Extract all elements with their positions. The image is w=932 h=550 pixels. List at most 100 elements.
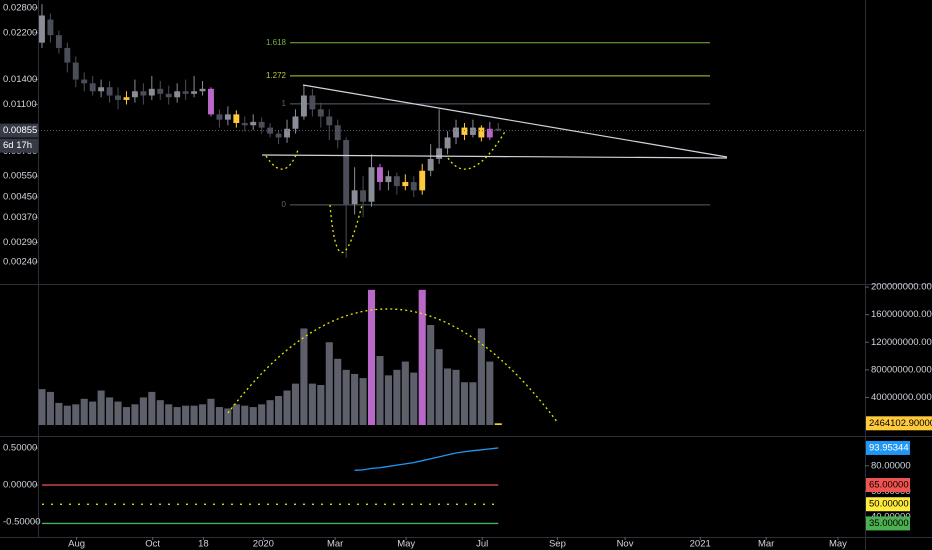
drawings — [227, 84, 728, 424]
candle-body — [334, 125, 341, 141]
volume-bar — [55, 402, 63, 425]
label-box — [866, 478, 910, 493]
y-tick-label: 0.00550 — [3, 171, 37, 182]
price-label: 93.95344 — [869, 442, 909, 453]
candle-body — [182, 91, 189, 94]
y-tick-label: 0.01400 — [3, 74, 37, 85]
candle-body — [241, 122, 248, 126]
neckline — [261, 154, 728, 159]
candle-body — [495, 128, 502, 131]
candle-body — [309, 95, 316, 110]
candle-body — [478, 127, 485, 138]
volume-bar — [384, 375, 392, 425]
volume-bar — [80, 398, 88, 425]
shoulder-curve — [447, 129, 507, 170]
volume-bar — [342, 369, 350, 425]
candle-body — [224, 114, 231, 120]
candle-body — [157, 88, 164, 94]
candle-body — [55, 35, 62, 48]
shoulder-curve — [265, 149, 299, 170]
candle-body — [81, 79, 88, 84]
candle-body — [393, 176, 400, 187]
x-tick-label: Oct — [145, 539, 160, 550]
volume-bar — [444, 368, 452, 425]
volume-bar — [393, 369, 401, 425]
candle-body — [326, 116, 333, 126]
volume-bar — [401, 361, 409, 425]
fib-label: 1.618 — [266, 38, 287, 47]
label-box — [0, 138, 38, 153]
price-label: 50.00000 — [869, 499, 909, 510]
label-box — [866, 416, 932, 431]
volume-bar — [241, 405, 249, 425]
y-tick-label: 0.00450 — [3, 192, 37, 203]
volume-bar — [122, 407, 131, 425]
candle-body — [461, 127, 468, 135]
candle-body — [174, 91, 181, 98]
y-tick-label: 0.02200 — [3, 27, 37, 38]
candle-body — [258, 121, 265, 128]
candle-body — [436, 148, 443, 159]
volume-bar — [46, 391, 54, 425]
label-box — [866, 440, 910, 455]
candle-body — [199, 88, 206, 92]
x-tick-label: Sep — [549, 539, 566, 550]
trend-line — [302, 84, 728, 158]
volume-bar — [359, 378, 367, 425]
volume-bar — [215, 407, 223, 425]
volume-bar — [38, 389, 46, 425]
y-tick-label: 0.00370 — [3, 212, 37, 223]
volume-arc — [227, 308, 559, 424]
volume-bar — [469, 382, 477, 425]
candle-body — [191, 91, 198, 94]
y-tick-label: 160000000.00000 — [871, 309, 932, 320]
x-tick-label: May — [397, 539, 415, 550]
price-label: 6d 17h — [3, 140, 32, 151]
x-tick-label: Mar — [327, 539, 343, 550]
volume-bar — [97, 390, 105, 425]
volume-bar — [224, 408, 232, 425]
candle-body — [284, 128, 290, 138]
volume-bar — [376, 356, 384, 425]
label-box — [0, 123, 38, 138]
candle-body — [351, 190, 358, 205]
volume-bar — [106, 397, 114, 425]
y-tick-label: 0.50000 — [3, 443, 37, 454]
candle-body — [208, 88, 214, 115]
head-curve — [329, 204, 363, 254]
volume-bar — [114, 401, 122, 425]
candle-body — [89, 83, 96, 92]
volume-bar — [182, 405, 190, 425]
y-tick-label: 0.00000 — [3, 480, 37, 491]
y-tick-label: 0.02800 — [3, 2, 37, 13]
volume-bar — [72, 404, 80, 425]
x-tick-label: Mar — [758, 539, 774, 550]
label-box — [866, 516, 910, 531]
candle-body — [402, 182, 409, 187]
fib-label: 1.272 — [266, 71, 287, 80]
candle-body — [360, 190, 367, 202]
candle-body — [368, 167, 375, 202]
candle-body — [377, 167, 383, 183]
candle-body — [72, 62, 79, 80]
candle-body — [250, 121, 257, 126]
volume-bar — [452, 369, 460, 425]
volume-bar — [207, 398, 215, 425]
volume-bar — [165, 404, 173, 425]
candle-body — [39, 15, 45, 43]
candle-body — [486, 128, 493, 138]
candle-body — [216, 114, 223, 120]
x-tick-label: Aug — [68, 539, 85, 550]
x-tick-label: Nov — [617, 539, 634, 550]
volume-bar — [334, 358, 342, 425]
candle-body — [419, 170, 426, 191]
volume-bar — [275, 396, 283, 425]
fib-label: 0 — [282, 200, 287, 209]
fib-label: 1 — [282, 99, 287, 108]
candle-body — [148, 88, 155, 96]
volume-bar — [427, 325, 435, 425]
candle-body — [165, 93, 172, 98]
candle-body — [123, 97, 130, 100]
volume-bar — [486, 361, 494, 425]
